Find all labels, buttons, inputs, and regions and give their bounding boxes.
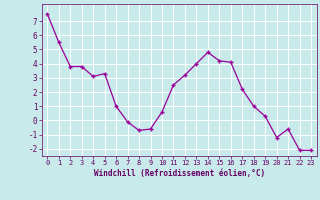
X-axis label: Windchill (Refroidissement éolien,°C): Windchill (Refroidissement éolien,°C) (94, 169, 265, 178)
